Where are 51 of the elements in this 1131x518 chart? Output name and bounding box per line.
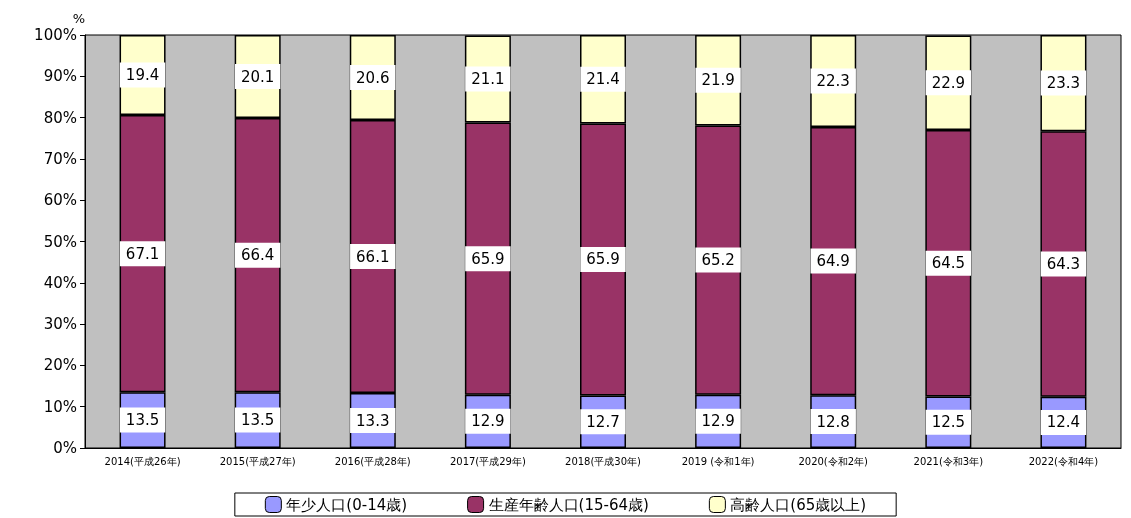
x-tick-label: 2020(令和2年)	[798, 455, 869, 467]
data-label: 23.3	[1046, 74, 1081, 93]
y-tick-label: 100%	[34, 26, 77, 44]
x-tick-label: 2018(平成30年)	[565, 455, 642, 467]
x-tick-label: 2021(令和3年)	[913, 455, 984, 467]
x-tick-label: 2019 (令和1年)	[681, 455, 755, 467]
x-tick-label: 2016(平成28年)	[334, 455, 411, 467]
data-label: 65.9	[471, 249, 505, 268]
y-axis-title: %	[72, 11, 85, 26]
legend-label: 年少人口(0-14歳)	[286, 495, 408, 514]
data-label: 22.3	[816, 72, 850, 91]
y-tick-label: 50%	[43, 232, 77, 251]
x-tick-label: 2017(平成29年)	[449, 455, 526, 467]
y-tick-label: 30%	[43, 315, 77, 334]
y-tick-label: 20%	[43, 356, 77, 375]
data-label: 20.6	[356, 68, 390, 87]
y-tick-label: 90%	[43, 67, 77, 86]
data-label: 21.1	[471, 69, 505, 88]
data-label: 21.4	[586, 70, 620, 89]
legend-label: 生産年齢人口(15-64歳)	[488, 495, 649, 514]
data-label: 13.5	[240, 411, 275, 430]
data-label: 67.1	[125, 244, 160, 263]
data-label: 13.3	[356, 411, 390, 430]
y-tick-label: 0%	[53, 439, 77, 457]
data-label: 22.9	[931, 73, 966, 92]
data-label: 19.4	[125, 66, 160, 85]
data-label: 64.3	[1046, 255, 1081, 274]
y-tick-label: 10%	[43, 397, 77, 416]
data-label: 66.1	[356, 247, 390, 266]
data-label: 64.5	[931, 254, 966, 273]
data-label: 66.4	[240, 246, 275, 265]
data-label: 20.1	[240, 67, 275, 86]
data-label: 12.7	[586, 412, 620, 431]
data-label: 12.9	[701, 412, 735, 431]
data-label: 13.5	[125, 411, 160, 430]
data-label: 21.9	[701, 71, 735, 90]
x-tick-label: 2014(平成26年)	[104, 455, 181, 467]
data-label: 12.5	[931, 413, 966, 432]
data-label: 12.8	[816, 412, 850, 431]
y-tick-label: 70%	[43, 149, 77, 168]
data-label: 12.9	[471, 412, 505, 431]
data-label: 65.2	[701, 251, 735, 270]
y-tick-label: 80%	[43, 108, 77, 127]
data-label: 65.9	[586, 250, 620, 269]
x-tick-label: 2022(令和4年)	[1028, 455, 1099, 467]
y-tick-label: 60%	[43, 191, 77, 210]
legend-label: 高齢人口(65歳以上)	[730, 495, 867, 514]
y-tick-label: 40%	[43, 273, 77, 292]
x-tick-label: 2015(平成27年)	[219, 455, 296, 467]
data-label: 64.9	[816, 252, 850, 271]
data-label: 12.4	[1046, 413, 1081, 432]
